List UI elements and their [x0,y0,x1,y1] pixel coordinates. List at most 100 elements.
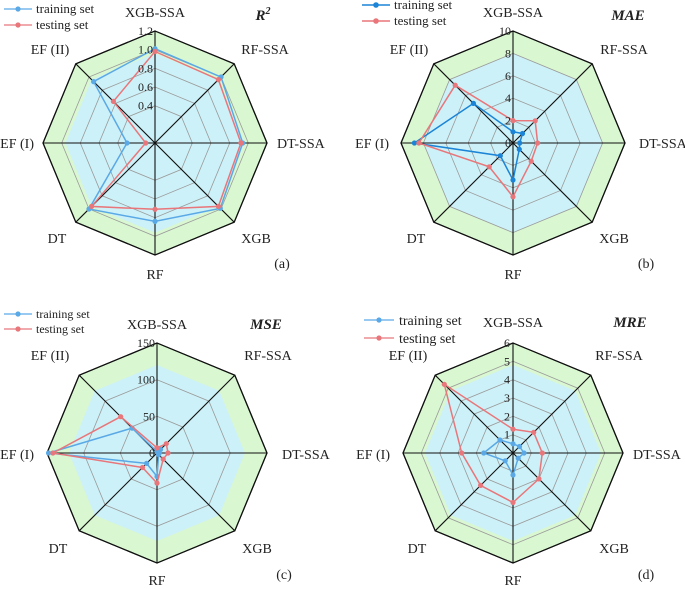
panel-d-training-point-3 [515,455,521,461]
panel-c-spoke [156,374,236,454]
panel-b-axis-label-rf: RF [504,268,521,283]
panel-a-series [86,46,246,224]
panel-b-axis-label-xgb: XGB [599,232,629,247]
panel-b-axis-label-ef-ii: EF (II) [390,43,429,58]
panel-c-training-point-6 [45,450,52,456]
panel-d-series [441,381,545,506]
panel-c-panel-label: (c) [276,568,292,583]
panel-a-panel-label: (a) [274,257,290,272]
panel-c-axis-label-rf-ssa: RF-SSA [244,349,292,364]
panel-c-legend: training set testing set [4,307,90,336]
panel-c-axis-label-dt: DT [49,542,68,557]
panel-b-legend-training: training set [394,0,453,12]
panel-b-testing-point-1 [532,118,538,124]
panel-c-testing-point-5 [139,464,146,471]
panel-a-axis-labels: XGB-SSA RF-SSA DT-SSA XGB RF DT EF (I) E… [0,6,325,283]
panel-c-testing-point-2 [165,450,171,456]
panel-a-metric-title: R2 [254,6,270,24]
panel-c-testing-point-1 [163,441,169,447]
panel-c-axis-label-ef-ii: EF (II) [31,349,70,364]
panel-d-axis-label-xgb: XGB [599,542,629,557]
panel-d-testing-point-5 [478,482,484,488]
panel-b-spokes [401,31,625,255]
panel-d-tick-labels: 1 2 3 4 5 6 [504,336,510,442]
panel-c-axis-label-dt-ssa: DT-SSA [282,448,331,463]
panel-d-training-point-2 [521,450,527,456]
panel-b-spoke [512,142,593,223]
panel-d-legend-training: training set [399,314,462,329]
panel-d-training-point-6 [481,450,487,456]
panel-b-axis-label-dt: DT [407,232,426,247]
panel-a-legend-marker-testing [15,22,21,28]
panel-d-legend-marker-testing [376,335,382,341]
panel-a-training-point-4 [152,218,158,224]
panel-d-axis-label-xgb-ssa: XGB-SSA [483,316,544,331]
panel-d-training-point-4 [510,472,516,478]
panel-a-testing-point-2 [238,140,244,146]
panel-a-training-point-7 [91,79,97,85]
panel-b-legend-marker-testing [373,18,379,24]
panel-b-spoke [512,63,593,144]
panel-b-series [411,82,541,200]
panel-d-axis-label-ef-i: EF (I) [356,448,390,463]
panel-b-tick-label: 10 [499,24,511,38]
panel-a-legend-testing: testing set [36,17,89,32]
panel-d-axis-label-rf: RF [504,574,521,589]
panel-b-testing-point-2 [535,140,541,146]
panel-a-axis-label-xgb: XGB [241,232,271,247]
panel-c-testing-point-0 [154,445,160,451]
panel-d-legend-marker-training [376,317,382,323]
panel-d-legend: training set testing set [364,314,462,347]
panel-b-training-point-7 [470,100,476,106]
panel-b-legend-marker-training [373,2,379,8]
panel-d-tick-label: 5 [504,354,510,368]
panel-d-testing-point-0 [510,426,516,432]
panel-b: 0 2 4 6 8 10 XGB-SSA RF-SSA DT-SSA XGB RF DT … [355,0,685,283]
panel-a-legend: training set testing set [4,1,95,32]
panel-a-legend-training: training set [36,1,95,16]
panel-d-testing-point-1 [531,429,537,435]
panel-d-spokes [403,343,623,563]
panel-d-axis-labels: XGB-SSA RF-SSA DT-SSA XGB RF DT EF (I) E… [356,316,681,589]
panel-d-spoke [434,452,514,532]
panel-d-spoke [512,452,592,532]
panel-b-training-point-2 [517,140,523,146]
panel-a-testing-point-3 [215,203,221,209]
panel-c: 0 50 100 150 XGB-SSA RF-SSA DT-SSA XGB RF D… [0,307,330,589]
panel-a-axis-label-ef-i: EF (I) [0,137,34,152]
panel-b-testing-point-7 [452,82,458,88]
panel-d-training-point-1 [516,443,523,450]
panel-c-axis-label-rf: RF [148,574,165,589]
panel-c-metric-title: MSE [249,317,282,333]
panel-d-testing-point-4 [510,499,516,506]
panel-d-testing-point-7 [441,381,447,387]
panel-d-testing-point-2 [539,450,545,456]
panel-c-tick-label: 0 [149,446,155,460]
panel-c-spoke [156,452,236,532]
panel-d-axis-label-ef-ii: EF (II) [389,349,428,364]
panel-b-training-point-6 [411,140,417,146]
panel-b-tick-label: 4 [505,91,511,105]
panel-b-testing-point-6 [416,140,422,146]
panel-a-axis-label-dt-ssa: DT-SSA [277,137,326,152]
panel-d-training-point-0 [510,441,516,447]
panel-c-tick-labels: 0 50 100 150 [137,336,155,460]
panel-a-tick-label: 0.6 [138,80,153,94]
panel-a-axis-label-xgb-ssa: XGB-SSA [125,6,186,21]
panel-b-axis-label-rf-ssa: RF-SSA [600,43,648,58]
panel-b-metric-title: MAE [610,8,644,24]
panel-c-legend-training: training set [36,307,90,321]
panel-d-axis-label-dt: DT [408,542,427,557]
panel-a-testing-point-4 [152,206,158,212]
panel-d-axis-label-dt-ssa: DT-SSA [633,448,682,463]
panel-a-tick-labels: 0.4 0.6 0.8 1.0 1.2 [138,24,153,113]
panel-d-legend-testing: testing set [399,332,455,347]
panel-b-training-point-5 [497,153,503,159]
panel-d: 1 2 3 4 5 6 XGB-SSA RF-SSA DT-SSA XGB RF DT E… [356,314,681,589]
panel-c-legend-marker-training [15,311,21,317]
panel-d-axis-label-rf-ssa: RF-SSA [595,349,643,364]
panel-b-training-point-4 [510,177,516,183]
panel-c-tick-label: 150 [137,336,155,350]
panel-c-testing-point-6 [50,450,56,456]
